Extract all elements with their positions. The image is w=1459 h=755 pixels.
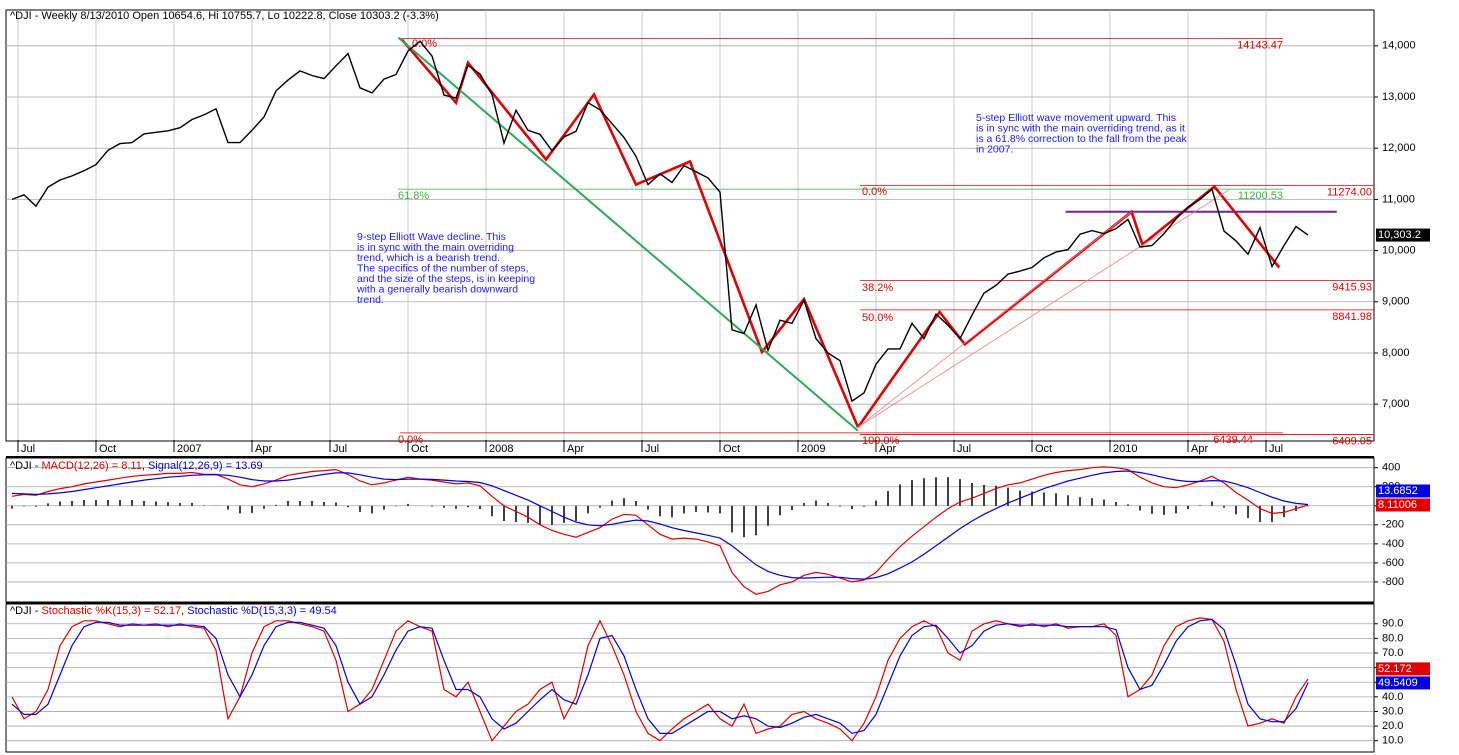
fib-percent: 0.0%: [398, 434, 423, 446]
fib-level-label: 9415.93: [1332, 281, 1372, 293]
y-tick-label: 11,000: [1382, 193, 1415, 205]
y-tick-label: 80.0: [1382, 632, 1403, 644]
y-tick-label: 400: [1382, 462, 1400, 474]
y-tick-label: 7,000: [1382, 398, 1410, 410]
note-line: trend, which is a bearish trend.: [357, 252, 500, 264]
note-line: is a 61.8% correction to the fall from t…: [976, 133, 1187, 145]
fib-level-label: 8841.98: [1332, 311, 1372, 323]
fib-percent: 0.0%: [412, 38, 437, 50]
fib-percent: 0.0%: [862, 186, 887, 198]
title-part: MACD(12,26) = 8.11: [41, 460, 141, 472]
last-value-box: [1376, 228, 1430, 242]
note-line: is in sync with the main overriding tren…: [976, 122, 1185, 134]
x-tick-label: Oct: [411, 443, 428, 455]
fib-level-label: 6439.44: [1213, 434, 1253, 446]
note-line: The specifics of the number of steps,: [357, 262, 529, 274]
y-tick-label: 70.0: [1382, 647, 1403, 659]
last-value-label: 10,303.2: [1378, 229, 1421, 241]
fib-percent: 38.2%: [862, 282, 893, 294]
y-tick-label: 8,000: [1382, 347, 1410, 359]
x-tick-label: Jul: [957, 443, 971, 455]
last-value-box: [1376, 498, 1430, 512]
x-tick-label: Jul: [645, 443, 659, 455]
wave-line: [397, 36, 859, 432]
note-line: and the size of the steps, is in keeping: [357, 273, 535, 285]
fib-percent: 100.0%: [862, 435, 900, 447]
price-panel: [5, 9, 1375, 442]
fib-level-label: 11200.53: [1238, 190, 1283, 202]
x-tick-label: 2007: [177, 443, 201, 455]
y-tick-label: 9,000: [1382, 296, 1410, 308]
last-value-label: 49.5409: [1378, 677, 1418, 689]
title-part: Stochastic %K(15,3) = 52.17: [41, 605, 181, 617]
fib-level-label: 6409.05: [1332, 435, 1372, 447]
title-part: Signal(12,26,9) = 13.69: [148, 460, 263, 472]
y-tick-label: 13,000: [1382, 91, 1416, 103]
y-tick-label: 30.0: [1382, 705, 1403, 717]
x-tick-label: 2010: [1113, 443, 1137, 455]
y-tick-label: 14,000: [1382, 40, 1416, 52]
fib-level-label: 14143.47: [1237, 39, 1283, 51]
x-tick-label: Apr: [1191, 443, 1208, 455]
title-part: ^DJI -: [10, 605, 41, 617]
note-line: 5-step Elliott wave movement upward. Thi…: [976, 112, 1176, 124]
x-tick-label: Apr: [255, 443, 272, 455]
last-value-label: 8.11006: [1378, 499, 1417, 511]
y-tick-label: 20.0: [1382, 720, 1403, 732]
x-tick-label: Apr: [567, 443, 584, 455]
last-value-box: [1376, 484, 1430, 498]
series-line: [11, 470, 1309, 580]
x-tick-label: Jul: [1269, 443, 1283, 455]
fib-percent: 50.0%: [862, 312, 893, 324]
fib-percent: 61.8%: [398, 190, 429, 202]
x-tick-label: 2009: [801, 443, 825, 455]
series-line: [11, 466, 1309, 595]
y-tick-label: 10,000: [1382, 245, 1416, 257]
series-line: [11, 618, 1309, 735]
last-value-label: 52.172: [1378, 663, 1412, 675]
panel-title: ^DJI - MACD(12,26) = 8.11, Signal(12,26,…: [10, 460, 263, 472]
note-line: is in sync with the main overriding: [357, 241, 514, 253]
y-tick-label: -600: [1382, 557, 1404, 569]
y-tick-label: 90.0: [1382, 618, 1403, 630]
y-tick-label: -200: [1382, 519, 1404, 531]
last-value-box: [1376, 676, 1430, 690]
x-tick-label: Jul: [333, 443, 347, 455]
fib-level-label: 11274.00: [1327, 186, 1372, 198]
series-line: [11, 40, 1309, 403]
y-tick-label: 12,000: [1382, 142, 1416, 154]
title-part: ^DJI -: [10, 460, 41, 472]
x-tick-label: Jul: [21, 443, 35, 455]
last-value-label: 13.6852: [1378, 485, 1418, 497]
x-tick-label: Apr: [879, 443, 896, 455]
note-line: in 2007.: [976, 143, 1013, 155]
x-tick-label: Oct: [99, 443, 116, 455]
y-tick-label: -400: [1382, 538, 1404, 550]
x-tick-label: 2008: [489, 443, 513, 455]
panel-title: ^DJI - Weekly 8/13/2010 Open 10654.6, Hi…: [10, 10, 439, 22]
x-tick-label: Oct: [723, 443, 740, 455]
title-part: ,: [142, 460, 148, 472]
x-tick-label: Oct: [1035, 443, 1052, 455]
title-part: Stochastic %D(15,3,3) = 49.54: [187, 605, 337, 617]
panel-title: ^DJI - Stochastic %K(15,3) = 52.17, Stoc…: [10, 605, 337, 617]
last-value-box: [1376, 662, 1430, 676]
note-line: with a generally bearish downward: [356, 283, 518, 295]
y-tick-label: 40.0: [1382, 691, 1403, 703]
y-tick-label: 10.0: [1382, 735, 1403, 747]
wave-line: [857, 211, 1132, 428]
note-line: 9-step Elliott Wave decline. This: [357, 231, 506, 243]
note-line: trend.: [357, 294, 384, 306]
title-part: ,: [181, 605, 187, 617]
y-tick-label: -800: [1382, 576, 1404, 588]
